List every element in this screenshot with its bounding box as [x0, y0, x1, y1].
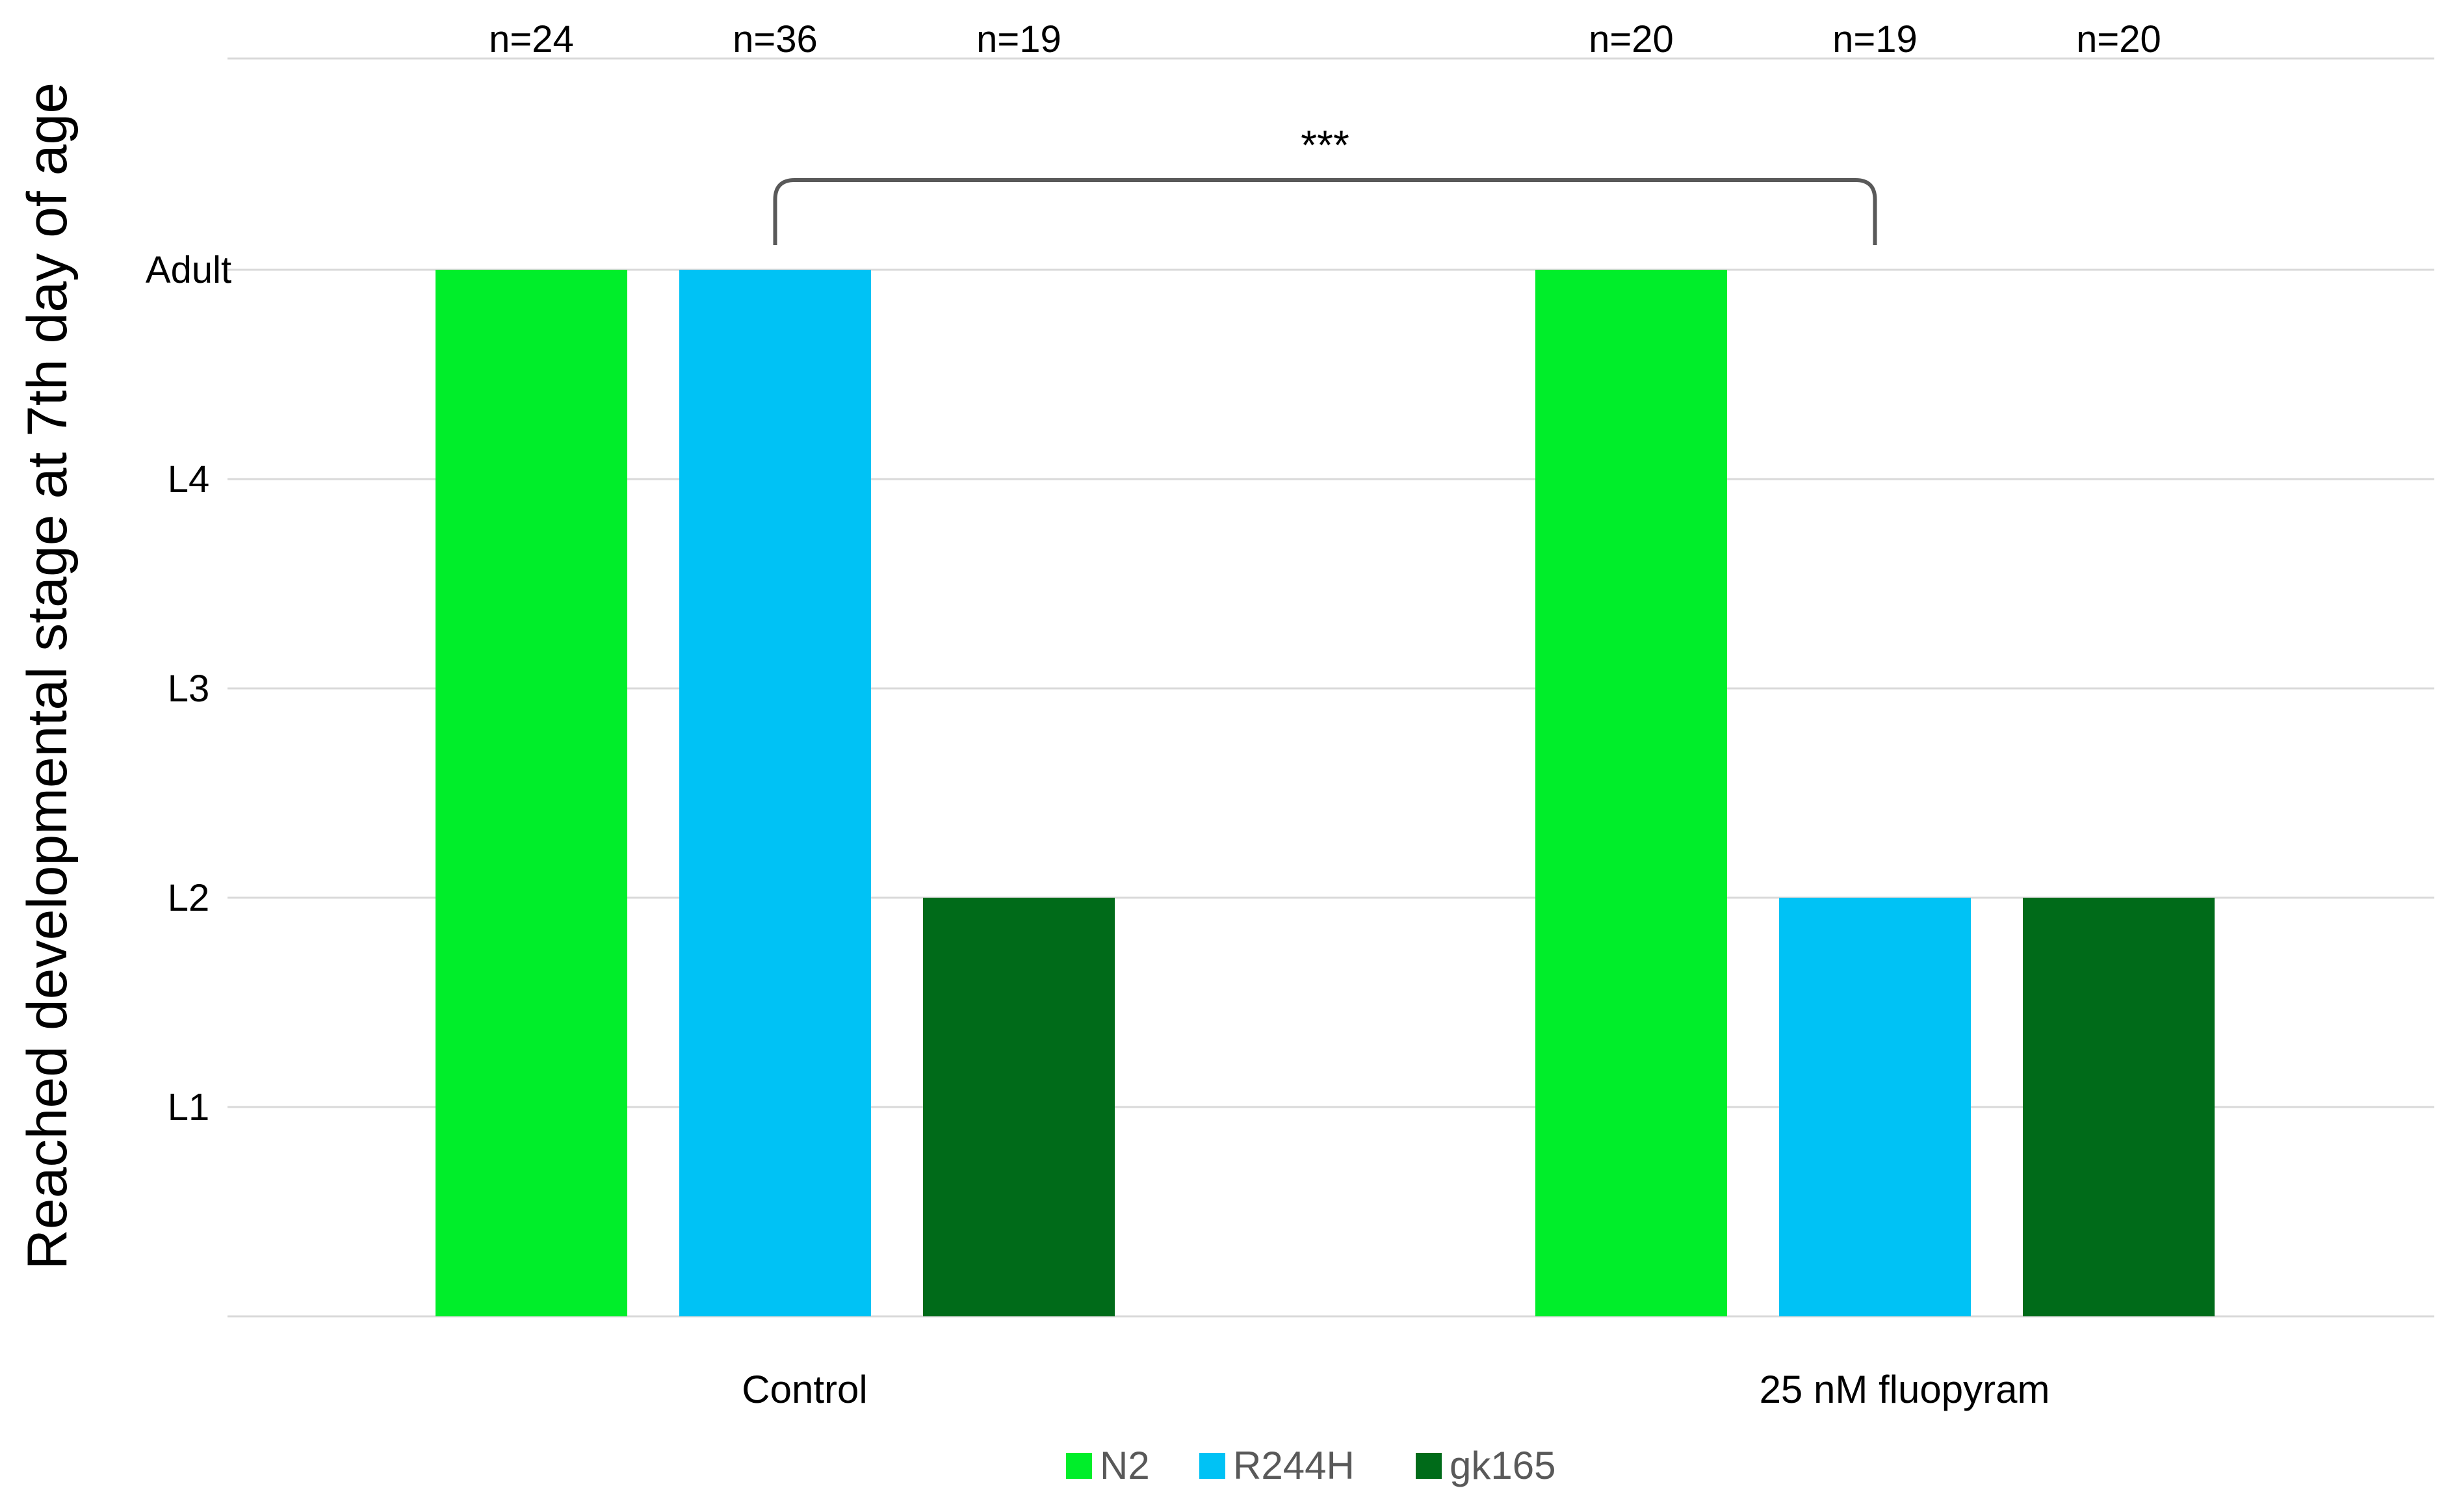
bar-n2-control — [436, 270, 627, 1316]
legend-swatch-r244h — [1199, 1453, 1225, 1479]
bar-gk165-control — [923, 898, 1115, 1316]
category-labels: Control 25 nM fluopyram — [742, 1368, 2049, 1411]
y-axis-label: Reached developmental stage at 7th day o… — [16, 83, 79, 1270]
y-tick-label: L3 — [168, 668, 210, 710]
sample-size-label: n=19 — [1832, 18, 1918, 60]
legend: N2 R244H gk165 — [1066, 1444, 1555, 1487]
legend-swatch-gk165 — [1416, 1453, 1442, 1479]
sample-size-label: n=20 — [1589, 18, 1674, 60]
category-label: Control — [742, 1368, 867, 1411]
sample-size-label: n=19 — [976, 18, 1061, 60]
bar-gk165-fluopyram — [2023, 898, 2215, 1316]
bar-n2-fluopyram — [1535, 270, 1727, 1316]
bar-r244h-fluopyram — [1779, 898, 1971, 1316]
category-label: 25 nM fluopyram — [1760, 1368, 2050, 1411]
y-tick-label: L4 — [168, 458, 210, 501]
significance-bracket — [773, 178, 1877, 245]
legend-swatch-n2 — [1066, 1453, 1092, 1479]
y-tick-label: L1 — [168, 1086, 210, 1128]
legend-label: gk165 — [1450, 1444, 1555, 1487]
legend-label: R244H — [1233, 1444, 1355, 1487]
y-tick-label: L2 — [168, 877, 210, 919]
y-axis-tick-labels: L1 L2 L3 L4 Adult — [146, 249, 231, 1128]
bar-r244h-control — [679, 270, 871, 1316]
sample-size-label: n=20 — [2076, 18, 2161, 60]
bars — [436, 270, 2215, 1316]
significance-label: *** — [1301, 122, 1349, 168]
y-tick-label: Adult — [146, 249, 231, 291]
sample-size-labels: n=24 n=36 n=19 n=20 n=19 n=20 — [489, 18, 2161, 60]
significance-annotation: *** — [773, 122, 1877, 245]
sample-size-label: n=24 — [489, 18, 574, 60]
legend-label: N2 — [1100, 1444, 1150, 1487]
sample-size-label: n=36 — [733, 18, 818, 60]
